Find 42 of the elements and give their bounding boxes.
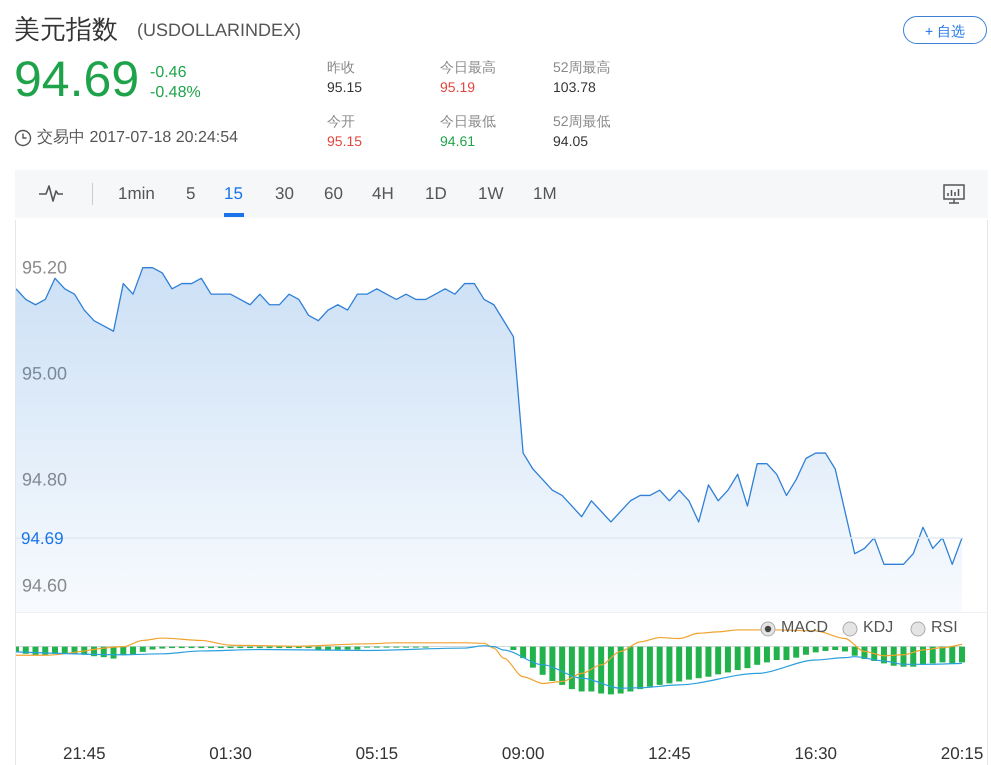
text: 交易中 2017-07-18 20:24:54 <box>37 129 238 146</box>
ref-line-label: 94.69 <box>21 528 64 548</box>
text: + 自选 <box>903 16 987 44</box>
text: 52周最高 <box>553 59 611 75</box>
text: 103.78 <box>553 79 596 95</box>
text: 52周最低 <box>553 113 611 129</box>
text: 1M <box>533 184 557 203</box>
x-tick-label: 12:45 <box>648 744 691 763</box>
text: 15 <box>224 184 243 203</box>
annotation: RSI <box>931 619 958 636</box>
text: 30 <box>275 184 294 203</box>
x-tick-label: 05:15 <box>356 744 398 763</box>
x-tick-label: 01:30 <box>209 744 252 763</box>
text: -0.46 <box>150 64 186 81</box>
text: 95.19 <box>440 79 476 95</box>
text: 95.15 <box>327 133 362 149</box>
text: 4H <box>372 184 394 203</box>
y-tick-label: 94.60 <box>22 576 68 596</box>
text: 95.15 <box>327 79 362 95</box>
text: 1D <box>425 184 447 203</box>
text: -0.48% <box>150 84 201 101</box>
text: 今日最低 <box>440 113 496 129</box>
x-tick-label: 21:45 <box>62 744 106 763</box>
text: (USDOLLARINDEX) <box>137 20 302 40</box>
text: 今开 <box>327 113 355 129</box>
text: 94.05 <box>553 133 588 149</box>
text: 94.61 <box>440 133 476 149</box>
text: 1W <box>478 184 504 203</box>
annotation: KDJ <box>863 619 894 636</box>
text: 1min <box>118 184 155 203</box>
y-tick-label: 95.00 <box>22 364 68 384</box>
text: 94.69 <box>14 51 140 107</box>
text: 今日最高 <box>440 59 496 75</box>
text: 昨收 <box>327 59 355 75</box>
x-tick-label: 20:15 <box>940 744 984 763</box>
y-tick-label: 95.20 <box>22 258 68 278</box>
x-tick-label: 16:30 <box>794 744 837 763</box>
y-tick-label: 94.80 <box>22 470 68 490</box>
text: 60 <box>324 184 343 203</box>
x-tick-label: 09:00 <box>502 744 544 763</box>
text: 5 <box>186 184 196 203</box>
text: 美元指数 <box>14 14 118 44</box>
